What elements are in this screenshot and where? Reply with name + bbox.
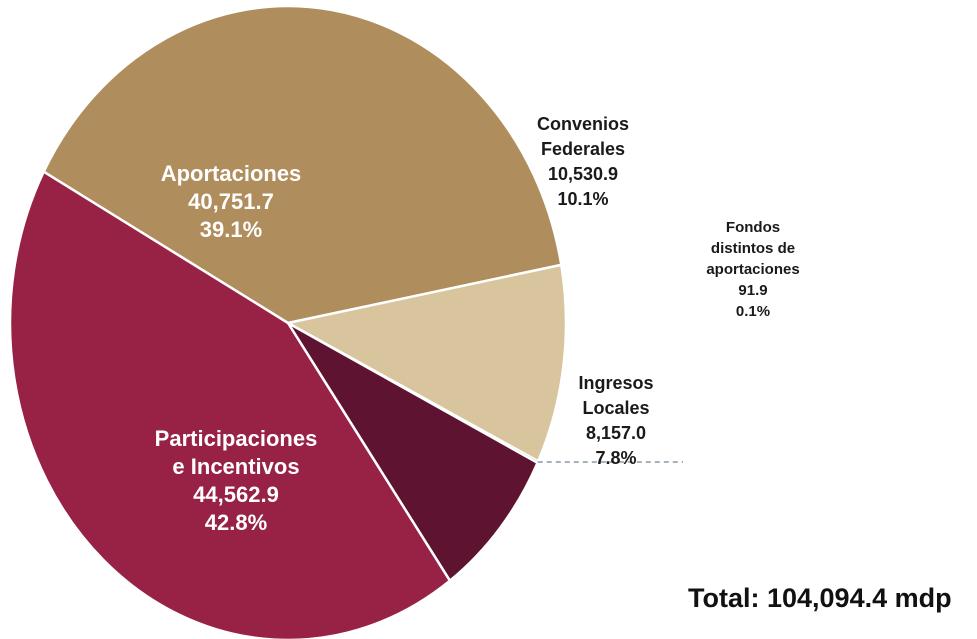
- pie-slice-ingresos-locales: [286, 321, 540, 583]
- slice-label-fondos-distintos-de-aportaciones: Fondos distintos de aportaciones 91.9 0.1%: [706, 219, 799, 320]
- slice-label-participaciones-e-incentivos: Participaciones e Incentivos 44,562.9 42.8%: [155, 426, 318, 535]
- slice-label-ingresos-locales: Ingresos Locales 8,157.0 7.8%: [578, 373, 653, 468]
- slice-label-convenios-federales: Convenios Federales 10,530.9 10.1%: [537, 114, 629, 209]
- pie-slice-aportaciones: [42, 4, 563, 325]
- pie-labels: Aportaciones 40,751.7 39.1% Convenios Federa…: [155, 114, 800, 535]
- pie-slice-convenios-federales: [284, 263, 568, 464]
- pie-slice-participaciones-e-incentivos: [8, 169, 452, 639]
- pie-slices: [8, 4, 568, 639]
- slice-label-aportaciones: Aportaciones 40,751.7 39.1%: [161, 161, 302, 242]
- total-label: Total: 104,094.4 mdp: [688, 583, 952, 613]
